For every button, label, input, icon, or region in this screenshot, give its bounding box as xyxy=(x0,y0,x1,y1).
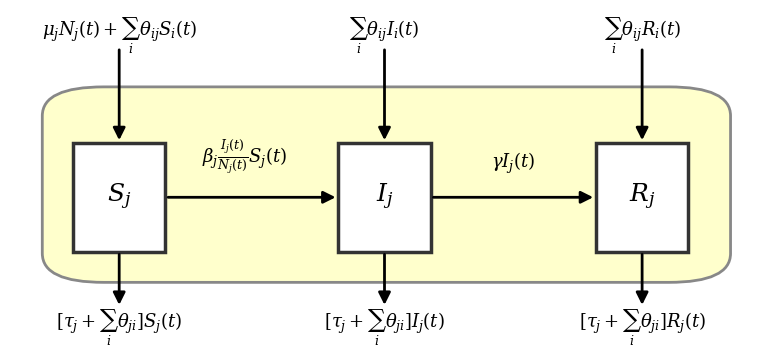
FancyBboxPatch shape xyxy=(596,143,688,252)
FancyBboxPatch shape xyxy=(73,143,165,252)
Text: $\mu_j N_j(t) + \sum_i \theta_{ij} S_i(t)$: $\mu_j N_j(t) + \sum_i \theta_{ij} S_i(t… xyxy=(42,16,197,56)
FancyBboxPatch shape xyxy=(42,87,731,282)
Text: $\gamma I_j(t)$: $\gamma I_j(t)$ xyxy=(491,150,535,176)
Text: $[\tau_j + \sum_i \theta_{ji}] R_j(t)$: $[\tau_j + \sum_i \theta_{ji}] R_j(t)$ xyxy=(578,307,706,348)
Text: $[\tau_j + \sum_i \theta_{ji}] S_j(t)$: $[\tau_j + \sum_i \theta_{ji}] S_j(t)$ xyxy=(56,307,182,348)
Text: $[\tau_j + \sum_i \theta_{ji}] I_j(t)$: $[\tau_j + \sum_i \theta_{ji}] I_j(t)$ xyxy=(324,307,445,348)
Text: $\sum_i \theta_{ij} R_i(t)$: $\sum_i \theta_{ij} R_i(t)$ xyxy=(604,16,681,56)
FancyBboxPatch shape xyxy=(338,143,431,252)
Text: $R_j$: $R_j$ xyxy=(629,182,655,212)
Text: $S_j$: $S_j$ xyxy=(107,182,131,212)
Text: $\beta_j \frac{I_j(t)}{N_j(t)} S_j(t)$: $\beta_j \frac{I_j(t)}{N_j(t)} S_j(t)$ xyxy=(201,137,287,176)
Text: $I_j$: $I_j$ xyxy=(376,182,393,212)
Text: $\sum_i \theta_{ij} I_i(t)$: $\sum_i \theta_{ij} I_i(t)$ xyxy=(349,16,420,56)
